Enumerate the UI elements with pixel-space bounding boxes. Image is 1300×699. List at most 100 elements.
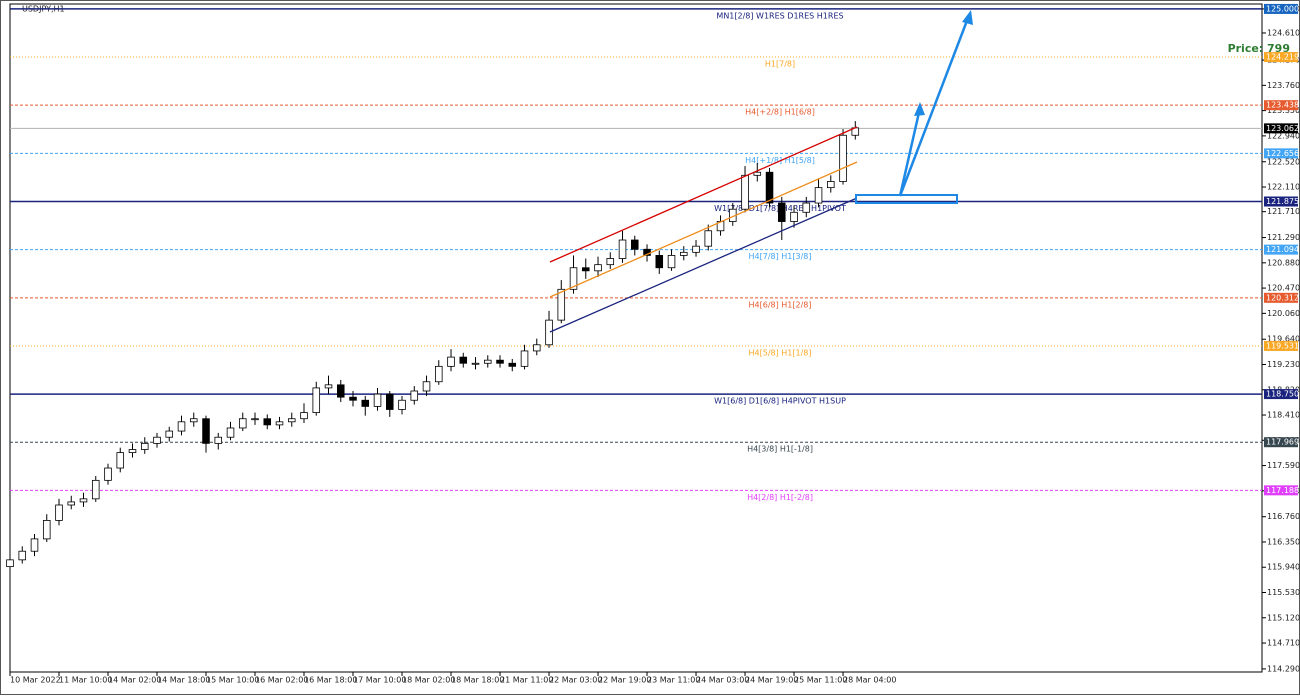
- candle-body: [275, 421, 284, 426]
- candle-body: [802, 202, 811, 213]
- y-tick-label: 120.470: [1267, 284, 1300, 293]
- candle-body: [373, 393, 382, 407]
- candle-body: [434, 365, 443, 383]
- candle-body: [42, 520, 51, 540]
- price-tag-label: 124.219: [1266, 53, 1299, 62]
- candle-body: [667, 255, 676, 269]
- level-label: H4[5/8] H1[1/8]: [749, 348, 812, 357]
- channel-mid: [549, 161, 858, 298]
- y-tick-label: 123.350: [1267, 106, 1300, 115]
- y-tick-label: 119.230: [1267, 360, 1300, 369]
- candle-body: [153, 436, 161, 444]
- price-tag-label: 123.438: [1266, 101, 1299, 110]
- arrow-head: [914, 102, 925, 116]
- price-tag-label: 118.750: [1266, 390, 1299, 399]
- level-label: H1[7/8]: [765, 60, 795, 69]
- x-tick-label: 18 Mar 18:00: [451, 676, 504, 685]
- candle-body: [704, 230, 713, 247]
- y-tick-label: 116.350: [1267, 537, 1300, 546]
- candle-body: [422, 381, 431, 392]
- candle-body: [165, 430, 174, 438]
- x-tick-label: 16 Mar 18:00: [304, 676, 357, 685]
- candle-body: [680, 251, 688, 256]
- candle-body: [618, 239, 627, 259]
- y-tick-label: 121.290: [1267, 233, 1300, 242]
- y-tick-label: 120.060: [1267, 309, 1300, 318]
- price-tag-label: 117.188: [1266, 486, 1299, 495]
- price-tag: [1264, 244, 1298, 255]
- candle-body: [336, 384, 345, 398]
- channel-bottom: [549, 197, 858, 333]
- x-tick-label: 14 Mar 18:00: [157, 676, 210, 685]
- candle-body: [765, 171, 774, 204]
- price-tag: [1264, 485, 1298, 496]
- candle-body: [459, 356, 468, 364]
- candle-body: [606, 258, 615, 266]
- price-tag: [1264, 100, 1298, 111]
- level-label: MN1[2/8] W1RES D1RES H1RES: [716, 11, 843, 20]
- candle-body: [140, 442, 149, 450]
- candle-body: [496, 359, 504, 364]
- candle-body: [814, 187, 823, 204]
- y-tick-label: 122.940: [1267, 131, 1300, 140]
- x-tick-label: 16 Mar 02:00: [255, 676, 308, 685]
- candle-body: [287, 418, 296, 423]
- drawings: [549, 10, 973, 333]
- candle-body: [692, 245, 700, 253]
- price-tag: [1264, 437, 1298, 448]
- y-tick-label: 120.880: [1267, 258, 1300, 267]
- y-tick-label: 123.760: [1267, 81, 1300, 90]
- candle-body: [79, 498, 88, 503]
- y-tick-label: 115.940: [1267, 563, 1300, 572]
- candle-body: [741, 174, 749, 210]
- candle-body: [202, 418, 210, 444]
- price-annotation: Price: 799: [1228, 42, 1290, 55]
- candle-body: [128, 449, 137, 454]
- level-label: H4[3/8] H1[-1/8]: [747, 445, 813, 454]
- candle-body: [177, 421, 186, 432]
- candle-body: [6, 559, 14, 568]
- candle-body: [116, 452, 125, 469]
- candle-body: [447, 356, 455, 367]
- price-tag-label: 121.094: [1266, 245, 1299, 254]
- level-label: H4[6/8] H1[2/8]: [749, 300, 812, 309]
- candle-body: [300, 412, 308, 420]
- candle-body: [594, 264, 602, 272]
- y-tick-label: 124.610: [1267, 28, 1300, 37]
- price-tag: [1264, 3, 1298, 14]
- candle-body: [18, 550, 27, 561]
- candle-body: [508, 362, 517, 367]
- arrow-short: [898, 107, 922, 197]
- candle-body: [361, 399, 370, 407]
- y-tick-label: 116.760: [1267, 512, 1300, 521]
- candle-body: [557, 288, 566, 321]
- candle-body: [226, 427, 235, 438]
- zone-box: [855, 194, 958, 204]
- candle-body: [55, 504, 63, 521]
- arrow-long: [898, 17, 970, 197]
- level-label: W1[6/8] D1[6/8] H4PIVOT H1SUP: [714, 397, 846, 406]
- level-label: H4[2/8] H1[-2/8]: [747, 493, 813, 502]
- candle-body: [67, 501, 76, 506]
- x-tick-label: 11 Mar 10:00: [59, 676, 112, 685]
- candle-body: [839, 134, 847, 182]
- level-label: H4[+2/8] H1[6/8]: [745, 108, 815, 117]
- price-tag-label: 119.531: [1266, 341, 1299, 350]
- x-tick-label: 15 Mar 10:00: [206, 676, 259, 685]
- candle-body: [385, 393, 394, 410]
- x-tick-label: 22 Mar 03:00: [549, 676, 602, 685]
- price-tag: [1264, 196, 1298, 207]
- x-tick-label: 24 Mar 03:00: [696, 676, 749, 685]
- price-tag: [1264, 340, 1298, 351]
- candle-body: [520, 350, 529, 367]
- price-tag: [1264, 389, 1298, 400]
- arrow-head: [962, 10, 973, 25]
- x-tick-label: 21 Mar 11:00: [500, 676, 553, 685]
- y-tick-label: 114.290: [1267, 664, 1300, 673]
- y-tick-label: 114.710: [1267, 639, 1300, 648]
- y-tick-label: 119.640: [1267, 335, 1300, 344]
- level-label: H4[7/8] H1[3/8]: [749, 252, 812, 261]
- y-tick-label: 122.520: [1267, 157, 1300, 166]
- candle-body: [471, 362, 480, 365]
